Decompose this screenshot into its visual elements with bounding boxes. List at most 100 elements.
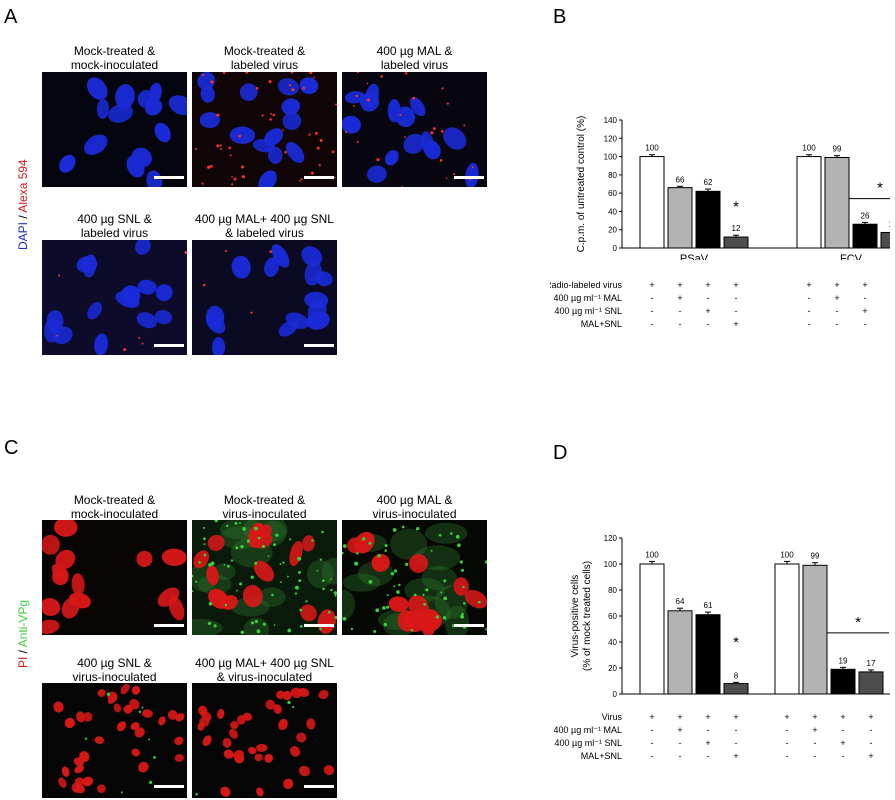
nucleus [199, 112, 220, 129]
vpg-signal [294, 592, 298, 595]
significance-marker: * [733, 198, 739, 215]
panel-letter-c: C [4, 437, 19, 459]
virus-particle [446, 102, 449, 105]
virus-particle [202, 283, 206, 287]
chart-d-infection: Virus-positive cells (% of mock treated c… [570, 534, 890, 698]
nucleus [42, 534, 60, 555]
data-label: 62 [704, 178, 713, 187]
vpg-signal [236, 589, 238, 592]
data-label: 64 [676, 597, 685, 606]
panel-c-caption-3: 400 µg MAL & virus-inoculated [372, 493, 457, 521]
treatment-sign: + [733, 319, 738, 329]
treatment-sign: + [868, 751, 873, 761]
y-tick-label: 20 [608, 664, 617, 673]
virus-particle [310, 171, 314, 175]
nucleus [317, 609, 336, 634]
vpg-signal [195, 793, 198, 796]
vpg-signal [226, 564, 230, 568]
nucleus [387, 99, 401, 123]
y-tick-label: 60 [608, 189, 617, 198]
treatment-label: 400 µg ml⁻¹ MAL [554, 293, 622, 303]
vpg-signal [192, 574, 194, 578]
nucleus [282, 111, 302, 131]
vpg-signal [321, 530, 324, 534]
nucleus [52, 326, 73, 345]
virus-particle [261, 114, 264, 117]
virus-particle [224, 250, 228, 253]
cytoplasm-signal [321, 557, 337, 585]
virus-particle [291, 88, 295, 92]
data-label: 19 [839, 656, 848, 665]
nucleus [366, 165, 387, 183]
nucleus [97, 689, 106, 697]
y-tick-label: 100 [604, 560, 618, 569]
vpg-signal [273, 543, 277, 547]
nucleus [174, 754, 184, 762]
vpg-signal [392, 528, 397, 532]
nucleus [230, 721, 239, 730]
vpg-signal [192, 590, 194, 593]
vpg-signal [413, 593, 417, 597]
virus-particle [463, 124, 466, 127]
virus-particle [255, 86, 259, 90]
nucleus [282, 690, 292, 701]
treatment-sign: - [735, 738, 738, 748]
nucleus [271, 244, 290, 268]
nucleus [55, 549, 76, 570]
treatment-sign: - [651, 738, 654, 748]
vpg-signal [415, 528, 418, 531]
bar [639, 563, 665, 695]
nucleus [206, 565, 219, 586]
vpg-signal [299, 608, 303, 612]
treatment-label: Virus [602, 712, 623, 722]
data-label: 99 [811, 552, 820, 561]
vpg-signal [149, 780, 153, 785]
nucleus [161, 548, 187, 566]
treatment-sign: - [679, 306, 682, 316]
treatment-label: 400 µg ml⁻¹ MAL [554, 725, 622, 735]
treatment-sign: + [834, 293, 839, 303]
nucleus [74, 777, 85, 786]
vpg-signal [462, 585, 465, 589]
nucleus [134, 727, 145, 738]
treatment-sign: - [707, 293, 710, 303]
y-tick-label: 120 [604, 534, 618, 543]
vpg-signal [120, 791, 123, 794]
panel-a-caption-1: Mock-treated & mock-inoculated [70, 44, 159, 72]
vpg-signal [422, 593, 425, 596]
cytoplasm-signal [421, 566, 457, 591]
virus-particle [367, 98, 371, 102]
vpg-signal [207, 621, 212, 625]
nucleus [42, 598, 61, 616]
vpg-signal [203, 543, 206, 546]
y-tick-label: 20 [608, 226, 617, 235]
virus-particle [314, 131, 318, 135]
vpg-signal [298, 579, 302, 583]
bar [796, 156, 822, 249]
virus-particle [250, 311, 253, 314]
nucleus [212, 337, 226, 355]
nucleus [256, 787, 264, 797]
vpg-signal [350, 627, 354, 631]
nucleus [252, 139, 275, 153]
micrograph-c-malsnl-virus [192, 683, 337, 798]
vpg-signal [425, 588, 429, 592]
vpg-signal [240, 544, 244, 549]
virus-particle [302, 86, 306, 90]
scale-bar [154, 176, 184, 179]
vpg-signal [275, 533, 279, 537]
micrograph-a-mock-labeled [192, 72, 337, 187]
virus-particle [201, 73, 205, 77]
nucleus [53, 701, 64, 713]
bar [802, 564, 828, 695]
virus-particle [380, 75, 383, 78]
nucleus [298, 765, 310, 777]
virus-particle [210, 80, 214, 84]
virus-particle [219, 144, 222, 147]
vpg-signal [330, 588, 333, 592]
vpg-signal [286, 575, 289, 578]
vpg-signal [292, 705, 295, 709]
treatment-sign: + [840, 712, 845, 722]
virus-particle [399, 113, 402, 117]
treatment-sign: - [836, 319, 839, 329]
